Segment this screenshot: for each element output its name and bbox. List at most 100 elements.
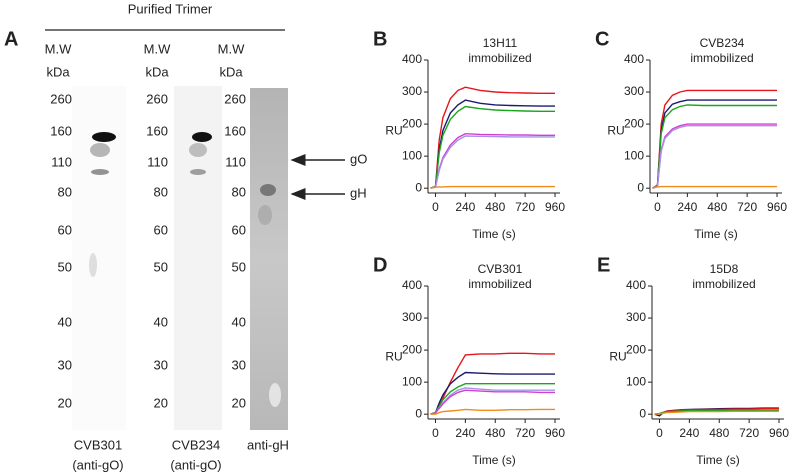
series-line	[430, 371, 555, 415]
x-tick-label: 960	[767, 200, 787, 214]
x-tick-label: 480	[485, 426, 505, 440]
x-tick-label: 240	[677, 200, 697, 214]
panel-letter: B	[373, 28, 387, 50]
series-line	[652, 89, 777, 189]
lane-label: CVB234	[172, 437, 220, 452]
marker-label: 40	[232, 314, 246, 329]
y-tick-label: 300	[402, 310, 422, 324]
marker-label: 160	[146, 123, 168, 138]
blot-header: Purified Trimer	[128, 1, 213, 16]
y-axis-label: RU	[385, 350, 402, 364]
lane-label: anti-gH	[247, 437, 289, 452]
mw-label: M.W	[144, 41, 171, 56]
chart-title: CVB234	[700, 36, 745, 50]
y-tick-label: 400	[402, 52, 422, 66]
x-axis-label: Time (s)	[694, 227, 738, 241]
chart-subtitle: immobilized	[690, 51, 753, 65]
marker-label: 50	[232, 259, 246, 274]
y-tick-label: 400	[402, 278, 422, 292]
series-line	[430, 389, 555, 415]
lane-label: CVB301	[74, 437, 122, 452]
y-tick-label: 200	[626, 342, 646, 356]
marker-label: 20	[58, 395, 72, 410]
panel-letter: C	[595, 28, 609, 50]
marker-label: 60	[58, 222, 72, 237]
y-tick-label: 300	[624, 84, 644, 98]
unit-label: kDa	[219, 64, 243, 79]
marker-label: 80	[154, 184, 168, 199]
mw-label: M.W	[45, 41, 72, 56]
x-tick-label: 480	[707, 200, 727, 214]
series-line	[430, 408, 555, 415]
blot-band	[189, 143, 207, 157]
y-tick-label: 0	[639, 406, 646, 420]
series-line	[430, 99, 555, 189]
x-axis-label: Time (s)	[472, 453, 516, 467]
lane-label: (anti-gO)	[170, 457, 221, 472]
x-tick-label: 960	[545, 200, 565, 214]
mw-label: M.W	[218, 41, 245, 56]
blot-band	[190, 169, 206, 175]
marker-label: 160	[50, 123, 72, 138]
series-line	[652, 104, 777, 189]
x-tick-label: 720	[515, 200, 535, 214]
blot-band	[91, 169, 109, 175]
marker-label: 60	[154, 222, 168, 237]
chart-subtitle: immobilized	[692, 277, 755, 291]
series-line	[430, 135, 555, 189]
series-line	[430, 185, 555, 189]
blot-band	[260, 184, 276, 196]
chart-title: 15D8	[710, 262, 739, 276]
y-tick-label: 0	[415, 180, 422, 194]
series-line	[652, 123, 777, 189]
chart-title: CVB301	[478, 262, 523, 276]
unit-label: kDa	[145, 64, 169, 79]
series-line	[430, 86, 555, 189]
y-tick-label: 300	[402, 84, 422, 98]
marker-label: 260	[50, 91, 72, 106]
y-tick-label: 100	[402, 148, 422, 162]
marker-label: 40	[154, 314, 168, 329]
marker-label: 260	[224, 91, 246, 106]
marker-label: 110	[147, 154, 168, 169]
marker-label: 60	[232, 222, 246, 237]
series-line	[652, 125, 777, 189]
arrow-label: gO	[350, 151, 367, 166]
x-tick-label: 240	[679, 426, 699, 440]
series-line	[430, 105, 555, 189]
unit-label: kDa	[46, 64, 70, 79]
series-line	[652, 99, 777, 189]
y-axis-label: RU	[609, 350, 626, 364]
x-axis-label: Time (s)	[472, 227, 516, 241]
x-axis-label: Time (s)	[696, 453, 740, 467]
marker-label: 80	[58, 184, 72, 199]
marker-label: 110	[225, 154, 246, 169]
chart-subtitle: immobilized	[468, 51, 531, 65]
x-tick-label: 240	[455, 426, 475, 440]
x-tick-label: 480	[485, 200, 505, 214]
x-tick-label: 240	[455, 200, 475, 214]
lane-label: (anti-gO)	[72, 457, 123, 472]
y-tick-label: 400	[626, 278, 646, 292]
blot-band	[90, 143, 110, 157]
y-tick-label: 100	[624, 148, 644, 162]
x-tick-label: 0	[432, 426, 439, 440]
marker-label: 40	[58, 314, 72, 329]
y-tick-label: 200	[624, 116, 644, 130]
marker-label: 30	[232, 357, 246, 372]
series-line	[654, 410, 779, 415]
series-line	[652, 185, 777, 189]
y-tick-label: 100	[402, 374, 422, 388]
blot-band	[258, 205, 272, 225]
marker-label: 110	[51, 154, 72, 169]
blot-band	[192, 132, 212, 142]
y-tick-label: 200	[402, 342, 422, 356]
y-axis-label: RU	[607, 124, 624, 138]
arrow-label: gH	[350, 185, 367, 200]
y-tick-label: 200	[402, 116, 422, 130]
marker-label: 30	[58, 357, 72, 372]
marker-label: 160	[224, 123, 246, 138]
marker-label: 20	[232, 395, 246, 410]
blot-smear	[89, 253, 97, 277]
